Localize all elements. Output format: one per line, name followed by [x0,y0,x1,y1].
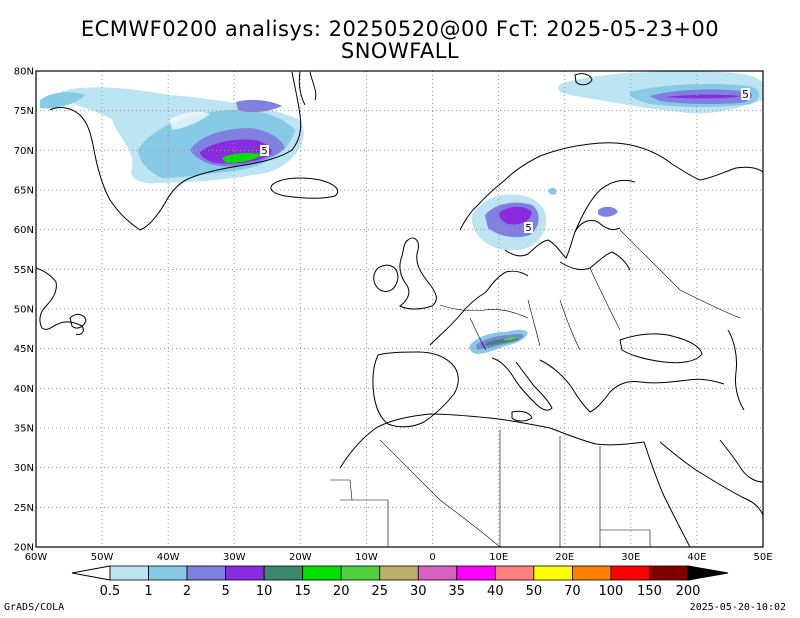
colorbar-swatch [263,565,304,581]
snowfall-area-barents [558,71,763,114]
lon-label: 10E [489,552,508,563]
contour-label: 5 [525,223,531,234]
contour-label: 5 [742,88,749,101]
snowfall-area-greenland [40,87,304,184]
colorbar-label: 50 [526,584,543,599]
lat-label: 25N [14,503,34,514]
lat-label: 50N [14,305,34,316]
latitude-labels: 80N 75N 70N 65N 60N 55N 50N 45N 40N 35N 30N 25N 20N [14,67,34,554]
map-gridlines [36,71,763,547]
colorbar-label: 70 [564,584,581,599]
colorbar-low-arrow [71,565,111,581]
colorbar-swatch [225,565,265,581]
contour-label: 5 [261,146,267,157]
colorbar-swatch [649,565,689,581]
colorbar-label: 100 [599,584,624,599]
lat-label: 35N [14,424,34,435]
lon-label: 30W [223,552,246,563]
lat-label: 80N [14,67,34,78]
lon-label: 50E [753,552,772,563]
lat-label: 45N [14,344,34,355]
colorbar-swatch [340,565,381,581]
footer-credit: GrADS/COLA [4,602,65,613]
colorbar-swatch [302,565,342,581]
colorbar-label: 200 [676,584,701,599]
map-subtitle: SNOWFALL [340,39,460,63]
lat-label: 40N [14,384,34,395]
lon-label: 30E [621,552,640,563]
colorbar-label: 35 [449,584,466,599]
longitude-labels: 60W 50W 40W 30W 20W 10W 0 10E 20E 30E 40E 50E [25,552,773,563]
lon-label: 50W [91,552,114,563]
colorbar-label: 40 [487,584,504,599]
colorbar-label: 20 [333,584,350,599]
colorbar-swatch [148,565,188,581]
colorbar-label: 2 [183,584,191,599]
colorbar-label: 15 [294,584,311,599]
lat-label: 75N [14,106,34,117]
lon-label: 40E [687,552,706,563]
lat-label: 30N [14,463,34,474]
colorbar: 0.5 1 2 5 10 15 20 25 30 35 40 50 70 100 150 200 [71,565,729,599]
colorbar-swatch [379,565,419,581]
lat-label: 65N [14,186,34,197]
colorbar-label: 10 [256,584,273,599]
colorbar-swatch [610,565,650,581]
contour-labels: 5 5 5 [260,88,750,234]
colorbar-swatch [417,565,458,581]
colorbar-label: 25 [371,584,388,599]
colorbar-label: 150 [637,584,662,599]
colorbar-high-arrow [687,565,729,581]
lon-label: 10W [355,552,378,563]
map-frame [35,70,764,548]
colorbar-swatch [456,565,496,581]
lon-label: 20E [555,552,574,563]
colorbar-swatch [494,565,535,581]
lon-label: 0 [429,552,435,563]
lat-label: 60N [14,225,34,236]
lon-label: 40W [157,552,180,563]
coastlines [36,71,763,547]
colorbar-label: 0.5 [100,584,121,599]
colorbar-swatch [109,565,149,581]
map-title: ECMWF0200 analisys: 20250520@00 FcT: 202… [80,17,720,41]
lat-label: 20N [14,543,34,554]
colorbar-swatch [572,565,612,581]
lat-label: 70N [14,146,34,157]
colorbar-label: 1 [144,584,152,599]
colorbar-label: 30 [410,584,427,599]
lat-label: 55N [14,265,34,276]
colorbar-swatch [186,565,226,581]
lon-label: 20W [289,552,312,563]
footer-timestamp: 2025-05-20-10:02 [689,602,786,613]
country-borders [330,229,741,547]
snowfall-area-alps [469,329,528,354]
colorbar-label: 5 [221,584,229,599]
snowfall-shading [40,71,763,354]
colorbar-swatch [533,565,573,581]
lon-label: 60W [25,552,48,563]
